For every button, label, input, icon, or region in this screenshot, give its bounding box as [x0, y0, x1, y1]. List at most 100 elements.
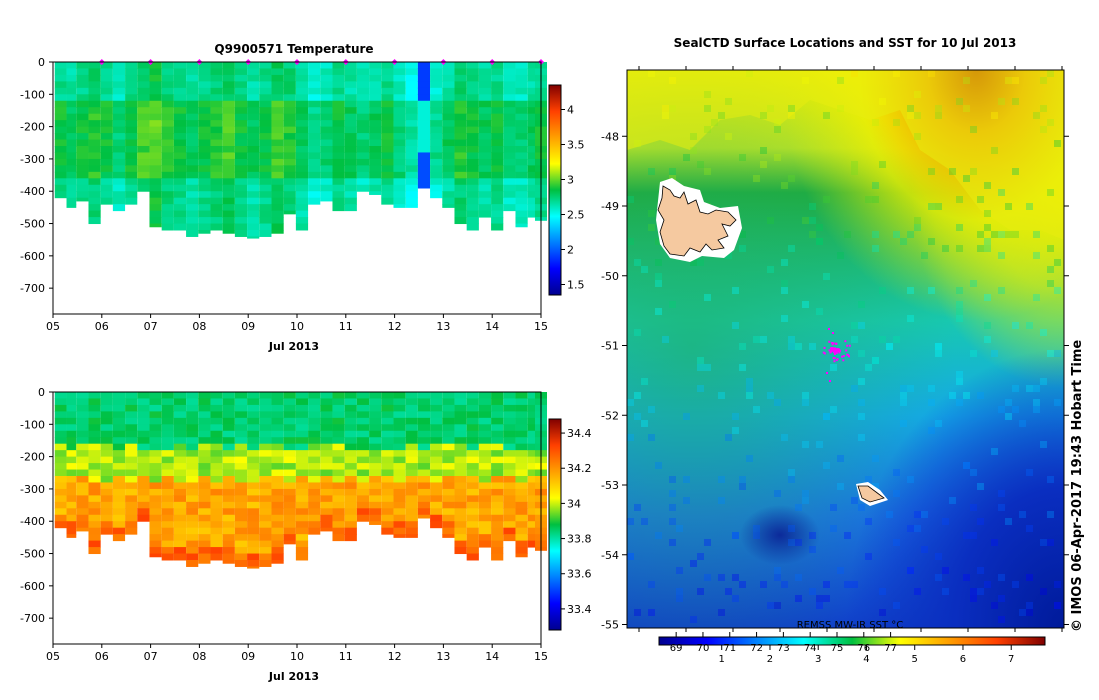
profile-cell [393, 126, 406, 134]
profile-cell [149, 469, 162, 477]
profile-cell [271, 527, 284, 535]
sst-pixel [956, 98, 963, 105]
profile-cell [320, 430, 333, 438]
profile-cell [222, 534, 235, 542]
profile-cell [466, 469, 479, 477]
profile-cell [405, 417, 418, 425]
profile-cell [112, 514, 126, 522]
profile-cell [259, 197, 272, 205]
profile-cell [442, 437, 455, 445]
sst-pixel [781, 434, 788, 441]
profile-cell [430, 94, 443, 102]
profile-cell [320, 113, 333, 121]
profile-cell [454, 540, 467, 548]
profile-cell [271, 94, 284, 102]
sst-pixel [1019, 420, 1026, 427]
profile-cell [161, 126, 174, 134]
profile-cell [369, 74, 382, 82]
profile-cell [503, 165, 516, 173]
profile-cell [369, 411, 382, 419]
sst-pixel [704, 168, 711, 175]
profile-cell [295, 81, 309, 89]
sst-pixel [998, 574, 1005, 581]
profile-cell [247, 100, 260, 108]
profile-cell [100, 146, 113, 153]
profile-cell [234, 437, 248, 445]
profile-cell [173, 488, 187, 496]
x-tick-label: 14 [485, 650, 499, 663]
profile-cell [76, 398, 89, 406]
profile-cell [161, 398, 174, 406]
seal-position [831, 343, 834, 346]
profile-cell [88, 120, 101, 128]
sst-pixel [907, 525, 914, 532]
profile-cell [161, 197, 174, 205]
profile-cell [503, 62, 516, 69]
profile-cell [454, 81, 467, 89]
sst-pixel [970, 588, 977, 595]
sst-pixel [802, 399, 809, 406]
profile-cell [88, 184, 101, 192]
colorbar-tick-label: 2 [567, 244, 574, 257]
sst-pixel [956, 196, 963, 203]
profile-cell [515, 171, 528, 179]
colorbar-tick-label: 2.5 [567, 209, 585, 222]
profile-cell [381, 424, 394, 432]
profile-cell [527, 107, 535, 115]
profile-cell [137, 430, 150, 438]
profile-cell [332, 392, 345, 399]
profile-cell [88, 469, 101, 477]
fahrenheit-tick-label: 70 [697, 643, 710, 654]
profile-cell [198, 158, 211, 166]
profile-cell [320, 146, 333, 153]
sst-pixel [851, 581, 858, 588]
profile-cell [478, 165, 492, 173]
profile-cell [271, 120, 284, 128]
seal-position [833, 356, 836, 359]
sst-pixel [998, 98, 1005, 105]
profile-cell [344, 488, 357, 496]
profile-cell [247, 495, 260, 503]
sst-pixel [998, 504, 1005, 511]
profile-cell [503, 463, 516, 471]
profile-cell [186, 411, 199, 419]
profile-cell [234, 508, 248, 516]
profile-cell [454, 68, 467, 76]
profile-cell [76, 501, 89, 509]
profile-cell [430, 178, 443, 186]
profile-cell [295, 178, 309, 186]
profile-cell [503, 100, 516, 108]
profile-cell [198, 443, 211, 451]
profile-cell [161, 411, 174, 419]
celsius-tick-label: 1 [719, 654, 725, 665]
profile-cell [405, 463, 418, 471]
profile-cell [308, 495, 321, 503]
profile-cell [283, 139, 296, 147]
profile-cell [112, 191, 126, 199]
sst-pixel [970, 504, 977, 511]
profile-cell [308, 171, 321, 179]
profile-cell [515, 547, 528, 555]
profile-cell [259, 113, 272, 121]
island-land [657, 185, 737, 257]
profile-cell [491, 171, 504, 179]
sst-pixel [1040, 539, 1047, 546]
profile-cell [234, 191, 248, 199]
profile-cell [283, 62, 296, 69]
profile-cell [222, 171, 235, 179]
sst-pixel [767, 105, 774, 112]
profile-cell [66, 398, 77, 406]
profile-cell [295, 74, 309, 82]
sst-pixel [956, 308, 963, 315]
sst-pixel [676, 588, 683, 595]
profile-cell [503, 81, 516, 89]
profile-cell [454, 204, 467, 212]
profile-cell [125, 514, 138, 522]
profile-cell [308, 107, 321, 115]
profile-cell [283, 514, 296, 522]
profile-cell [442, 456, 455, 464]
profile-cell [247, 197, 260, 205]
profile-cell [283, 120, 296, 128]
profile-cell [125, 152, 138, 160]
profile-cell [503, 74, 516, 82]
